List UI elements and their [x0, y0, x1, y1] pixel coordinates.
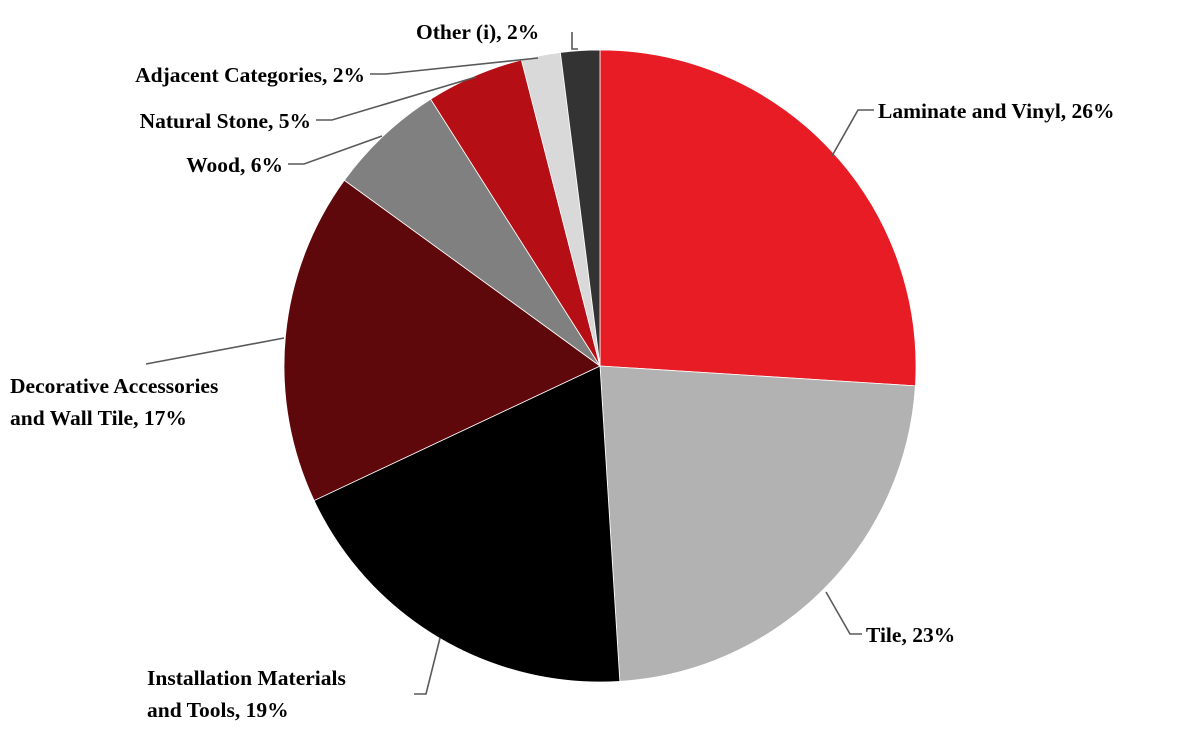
- slice-labels: Laminate and Vinyl, 26% Tile, 23% Instal…: [10, 20, 1115, 722]
- label-other: Other (i), 2%: [416, 20, 539, 44]
- leader-line-tile: [825, 591, 862, 635]
- label-installation-line2: and Tools, 19%: [147, 698, 289, 722]
- pie-slices: [283, 49, 917, 683]
- label-decorative-line1: Decorative Accessories: [10, 374, 218, 398]
- leader-line-laminate: [831, 109, 874, 157]
- label-adjacent-categories: Adjacent Categories, 2%: [135, 63, 365, 87]
- pie-slice-decorative-accessories-and-wall-tile: [283, 179, 601, 502]
- leader-line-adjacent: [370, 57, 539, 75]
- label-tile: Tile, 23%: [866, 623, 955, 647]
- label-natural-stone: Natural Stone, 5%: [140, 109, 311, 133]
- leader-line-installation: [414, 637, 441, 695]
- pie-slice-tile: [599, 365, 916, 682]
- pie-slice-wood: [343, 98, 601, 367]
- pie-slice-installation-materials-and-tools: [313, 365, 621, 683]
- label-laminate-and-vinyl: Laminate and Vinyl, 26%: [878, 99, 1115, 123]
- label-wood: Wood, 6%: [186, 153, 283, 177]
- pie-slice-laminate-and-vinyl: [599, 49, 917, 387]
- leader-line-other: [571, 32, 578, 50]
- leader-lines: [145, 32, 874, 695]
- pie-slice-other-i: [559, 49, 601, 367]
- leader-line-wood: [288, 135, 383, 165]
- label-decorative-line2: and Wall Tile, 17%: [10, 406, 187, 430]
- leader-line-natural-stone: [316, 76, 477, 121]
- label-installation-line1: Installation Materials: [147, 666, 346, 690]
- leader-line-decorative: [145, 337, 285, 365]
